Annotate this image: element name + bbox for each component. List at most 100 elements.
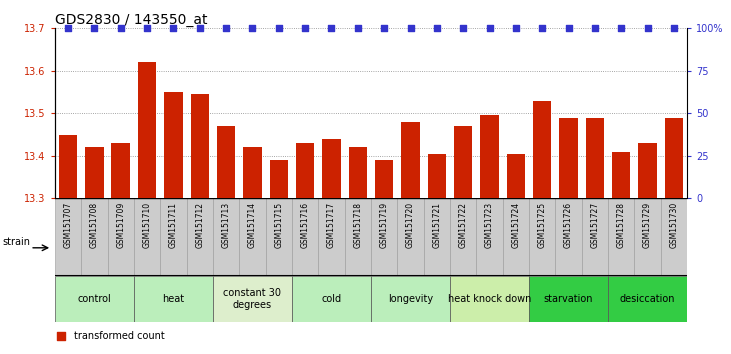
Text: GSM151722: GSM151722 [458,202,468,248]
Bar [164,92,183,198]
Text: desiccation: desiccation [620,294,675,304]
Bar [213,198,239,276]
Bar [107,198,134,276]
Bar [243,147,262,198]
Bar [55,198,81,276]
Bar [371,276,450,322]
Point [458,25,469,31]
Point [141,25,153,31]
Point [405,25,417,31]
Point [352,25,363,31]
Text: GSM151725: GSM151725 [538,202,547,248]
Bar [428,154,446,198]
Point [668,25,680,31]
Text: GSM151712: GSM151712 [195,202,204,248]
Text: GSM151724: GSM151724 [512,202,520,248]
Bar [318,198,344,276]
Text: GSM151708: GSM151708 [90,202,99,248]
Text: GSM151717: GSM151717 [327,202,336,248]
Text: GSM151729: GSM151729 [643,202,652,248]
Point [616,25,627,31]
Bar [503,198,529,276]
Text: constant 30
degrees: constant 30 degrees [224,288,281,310]
Point [484,25,496,31]
Bar [58,135,77,198]
Text: strain: strain [3,236,31,247]
Bar [375,160,393,198]
Text: GSM151713: GSM151713 [221,202,230,248]
Bar [134,276,213,322]
Bar [424,198,450,276]
Point [167,25,179,31]
Bar [608,276,687,322]
Text: cold: cold [322,294,341,304]
Point [88,25,100,31]
Text: GSM151726: GSM151726 [564,202,573,248]
Bar [586,118,604,198]
Bar [85,147,104,198]
Bar [81,198,107,276]
Text: GSM151716: GSM151716 [300,202,310,248]
Text: transformed count: transformed count [74,331,164,341]
Bar [556,198,582,276]
Point [642,25,654,31]
Bar [217,126,235,198]
Bar [160,198,186,276]
Text: GSM151711: GSM151711 [169,202,178,248]
Point [379,25,390,31]
Point [220,25,232,31]
Point [423,50,434,55]
Bar [349,147,367,198]
Bar [138,62,156,198]
Bar [477,198,503,276]
Bar [191,94,209,198]
Point [537,25,548,31]
Point [589,25,601,31]
Bar [239,198,265,276]
Bar [296,143,314,198]
Bar [450,276,529,322]
Text: GSM151709: GSM151709 [116,202,125,249]
Bar [265,198,292,276]
Bar [292,276,371,322]
Text: GSM151710: GSM151710 [143,202,151,248]
Text: GSM151728: GSM151728 [617,202,626,248]
Bar [638,143,657,198]
Bar [55,276,134,322]
Text: GSM151707: GSM151707 [64,202,72,249]
Point [115,25,126,31]
Bar [454,126,472,198]
Bar [134,198,160,276]
Point [62,25,74,31]
Text: heat: heat [162,294,184,304]
Text: longevity: longevity [388,294,433,304]
Bar [529,276,608,322]
Point [563,25,575,31]
Point [194,25,205,31]
Bar [608,198,635,276]
Text: control: control [77,294,111,304]
Bar [533,101,551,198]
Point [423,259,434,264]
Bar [450,198,477,276]
Bar [612,152,631,198]
Bar [480,115,499,198]
Text: starvation: starvation [544,294,594,304]
Bar [507,154,525,198]
Point [273,25,284,31]
Point [325,25,337,31]
Bar [661,198,687,276]
Bar [529,198,556,276]
Bar [371,198,398,276]
Point [246,25,258,31]
Bar [270,160,288,198]
Bar [292,198,318,276]
Text: GSM151727: GSM151727 [591,202,599,248]
Bar [111,143,130,198]
Text: GSM151715: GSM151715 [274,202,284,248]
Text: GSM151723: GSM151723 [485,202,494,248]
Bar [559,118,577,198]
Text: GSM151714: GSM151714 [248,202,257,248]
Bar [664,118,683,198]
Text: GSM151721: GSM151721 [432,202,442,248]
